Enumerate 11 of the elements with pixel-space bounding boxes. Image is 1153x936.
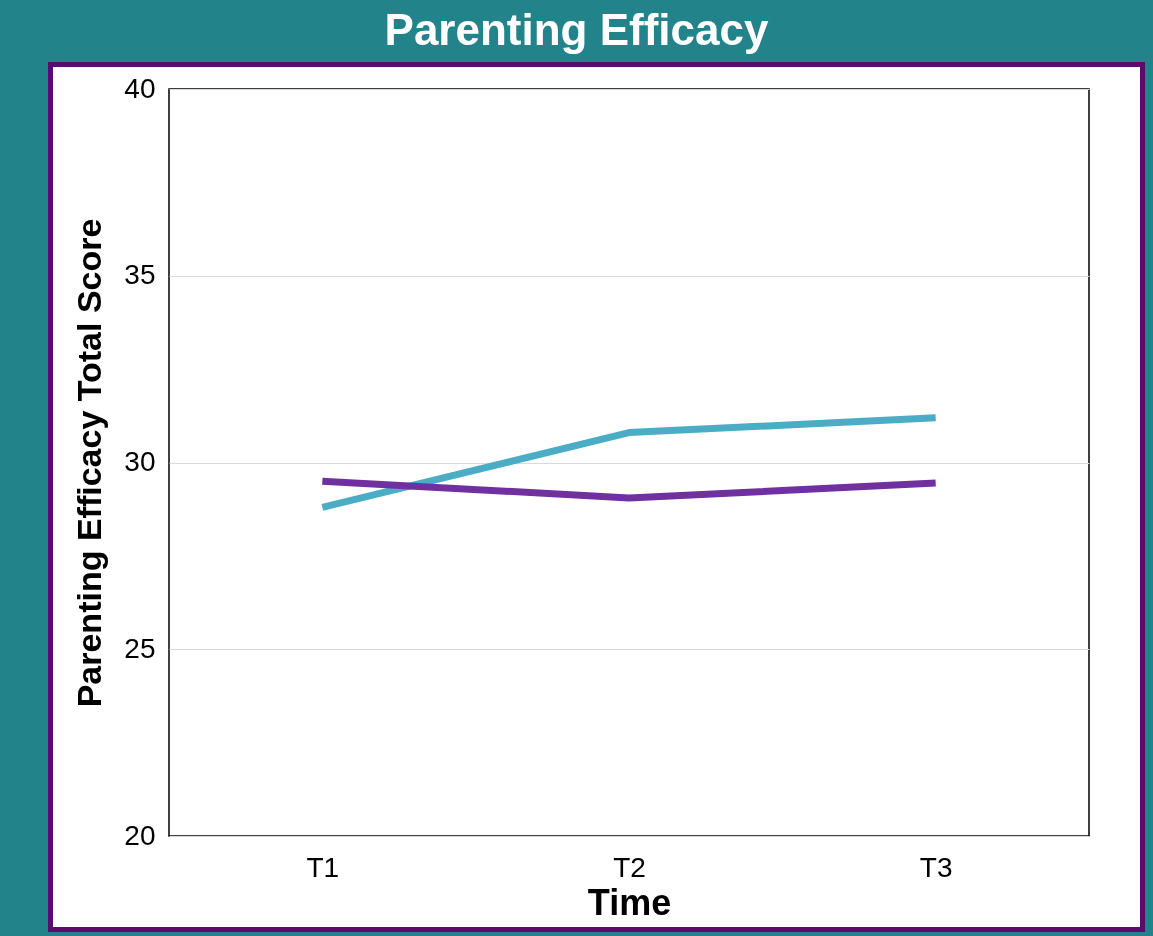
y-tick-label: 40 (124, 72, 156, 104)
y-axis-title: Parenting Efficacy Total Score (70, 218, 109, 708)
x-tick-label: T2 (613, 851, 646, 883)
x-axis-title: Time (587, 881, 672, 923)
y-tick-label: 20 (124, 819, 156, 851)
y-tick-label: 30 (124, 446, 156, 477)
y-tick-label: 25 (124, 632, 156, 664)
y-tick-label: 35 (124, 259, 156, 291)
x-tick-label: T3 (919, 851, 953, 883)
x-tick-label: T1 (306, 851, 340, 883)
chart-title: Parenting Efficacy (383, 4, 770, 56)
